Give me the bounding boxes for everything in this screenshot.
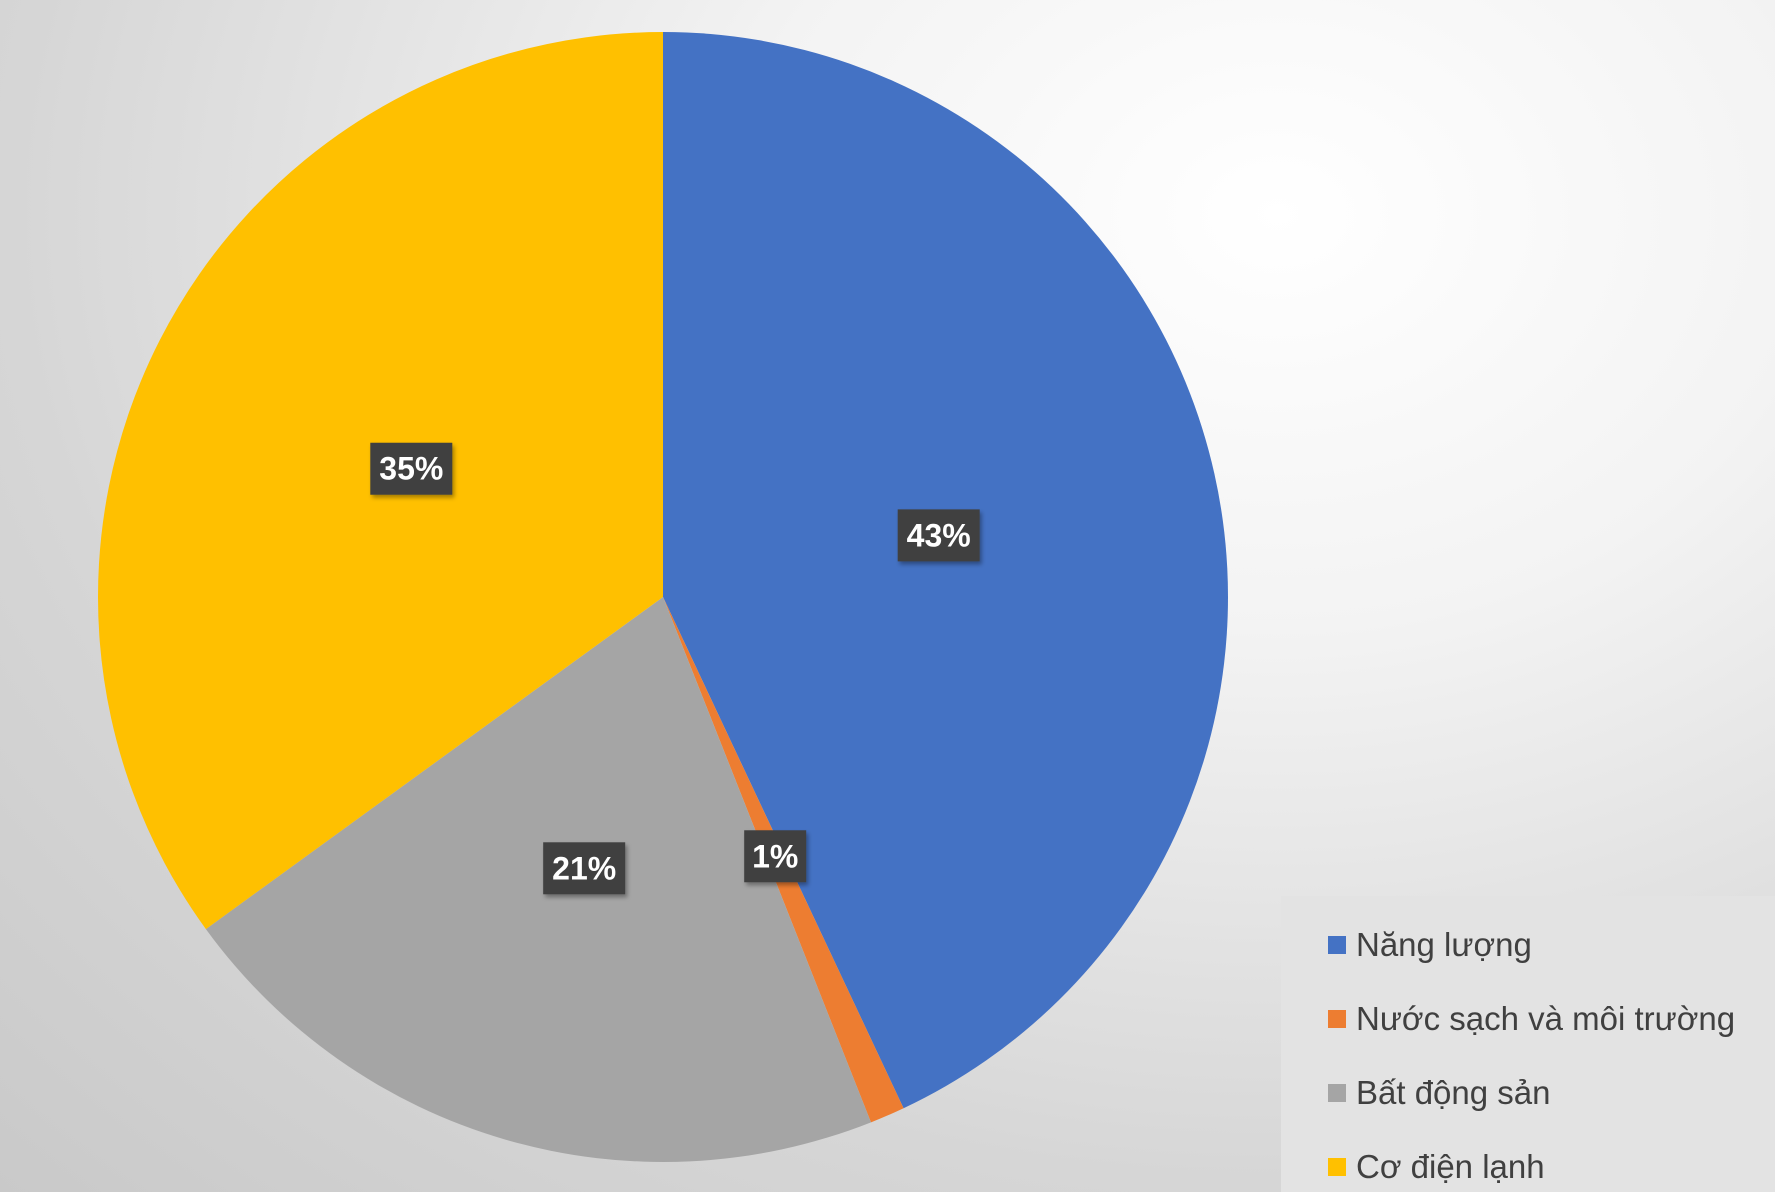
data-label-box xyxy=(543,842,626,895)
legend-label: Bất động sản xyxy=(1356,1074,1551,1111)
data-label-text: 35% xyxy=(379,451,443,487)
legend-swatch-co-dien-lanh xyxy=(1328,1158,1346,1176)
legend-item-nuoc-sach: Nước sạch và môi trường xyxy=(1281,982,1775,1056)
data-label-box xyxy=(744,830,807,883)
data-label-text: 21% xyxy=(552,850,616,886)
data-label-text: 43% xyxy=(907,517,971,553)
data-label-box xyxy=(897,509,980,562)
chart-legend: Năng lượng Nước sạch và môi trường Bất đ… xyxy=(1281,896,1775,1192)
legend-item-co-dien-lanh: Cơ điện lạnh xyxy=(1281,1130,1775,1192)
legend-label: Cơ điện lạnh xyxy=(1356,1148,1545,1185)
data-label-co-dien-lanh: 35% xyxy=(370,442,453,495)
legend-label: Năng lượng xyxy=(1356,926,1532,963)
data-label-text: 1% xyxy=(752,838,798,874)
legend-swatch-bat-dong-san xyxy=(1328,1084,1346,1102)
data-label-box xyxy=(370,442,453,495)
legend-item-bat-dong-san: Bất động sản xyxy=(1281,1056,1775,1130)
data-label-bat-dong-san: 21% xyxy=(543,842,626,895)
data-label-nuoc-sach: 1% xyxy=(744,830,807,883)
legend-item-nang-luong: Năng lượng xyxy=(1281,908,1775,982)
legend-swatch-nuoc-sach xyxy=(1328,1010,1346,1028)
legend-swatch-nang-luong xyxy=(1328,936,1346,954)
pie-slice-bat-dong-san xyxy=(205,597,871,1162)
data-label-nang-luong: 43% xyxy=(897,509,980,562)
legend-label: Nước sạch và môi trường xyxy=(1356,1000,1736,1037)
